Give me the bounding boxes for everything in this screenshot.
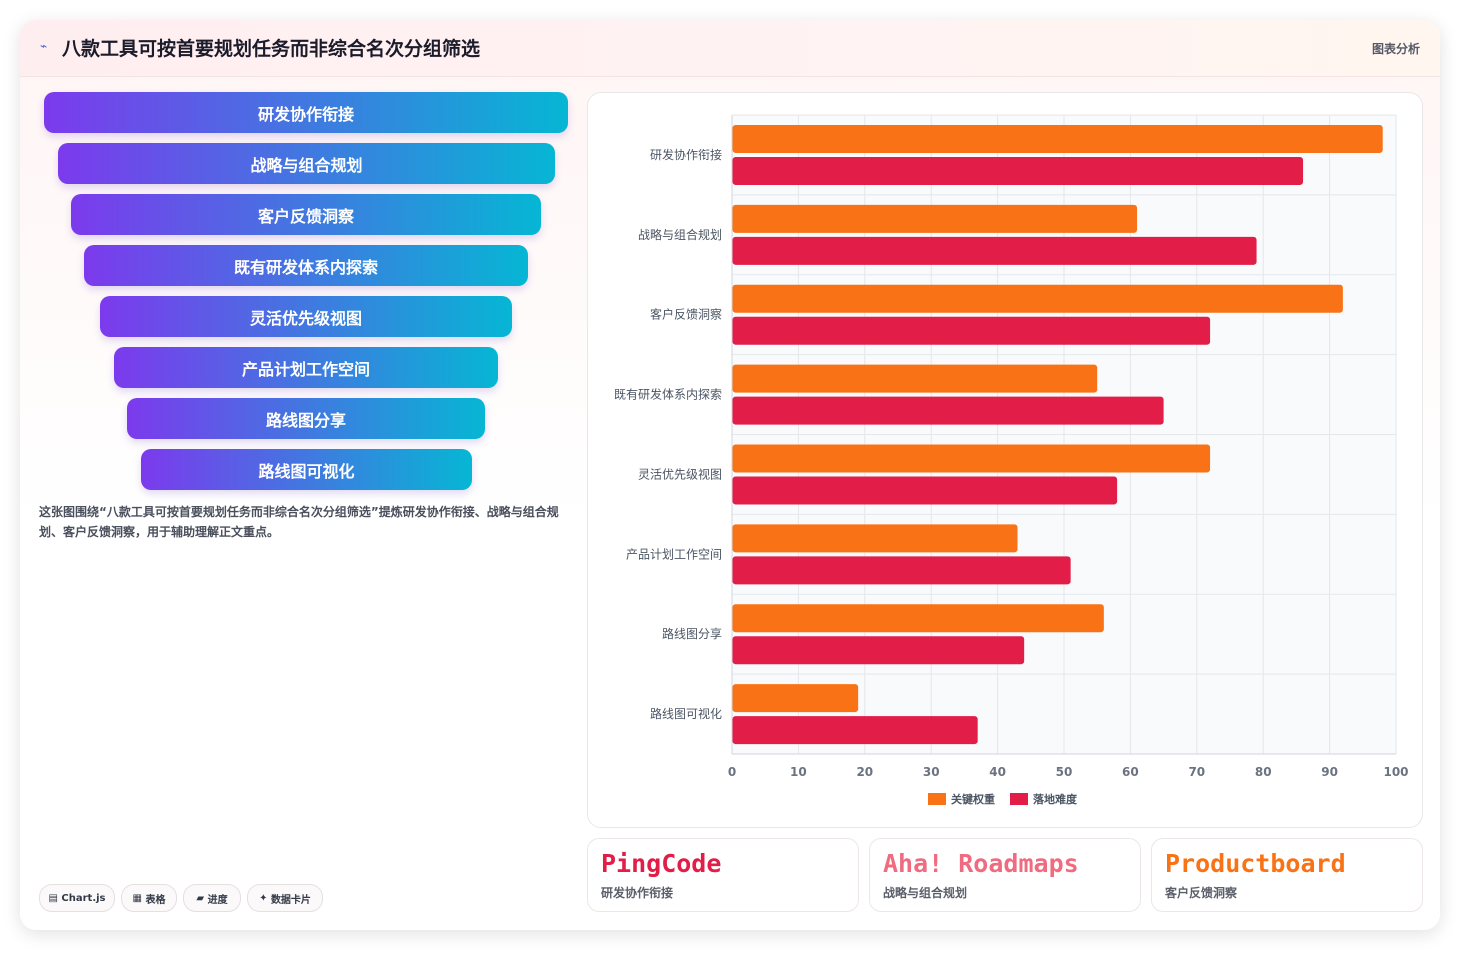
chart-icon: ▤	[48, 892, 62, 904]
bar	[732, 316, 1211, 345]
bar	[732, 524, 1018, 553]
funnel-item: 灵活优先级视图	[100, 296, 512, 337]
x-tick-label: 70	[1188, 765, 1205, 779]
sparkline-icon: ⌁	[40, 39, 48, 53]
bar	[732, 236, 1257, 265]
funnel-item: 既有研发体系内探索	[84, 245, 528, 286]
bar	[732, 684, 859, 713]
summary-text: 这张图围绕“八款工具可按首要规划任务而非综合名次分组筛选”提炼研发协作衔接、战略…	[39, 505, 559, 539]
brand-sub: 客户反馈洞察	[1165, 886, 1238, 900]
funnel-item: 产品计划工作空间	[114, 347, 498, 388]
brand-name: Aha! Roadmaps	[883, 849, 1079, 878]
brand-sub: 研发协作衔接	[601, 886, 674, 900]
chart-panel: 0 10 20 30 40 50 60 70 80 90 100 研发协作衔接战略与组合规划客户反馈洞…	[587, 92, 1423, 828]
bar-chart: 0 10 20 30 40 50 60 70 80 90 100 研发协作衔接战略与组合规划客户反馈洞…	[614, 114, 1409, 806]
bar	[732, 444, 1211, 473]
y-tick-label: 灵活优先级视图	[638, 466, 722, 481]
bar	[732, 476, 1118, 505]
funnel-item: 战略与组合规划	[58, 143, 555, 184]
brand-card-productboard[interactable]: Productboard 客户反馈洞察	[1151, 838, 1423, 912]
funnel-item: 客户反馈洞察	[71, 194, 541, 235]
legend-label: 关键权重	[951, 792, 995, 806]
legend-label: 落地难度	[1033, 792, 1078, 806]
y-tick-label: 研发协作衔接	[650, 147, 722, 162]
x-tick-label: 20	[856, 765, 873, 779]
y-tick-label: 路线图可视化	[650, 706, 722, 721]
x-tick-label: 90	[1321, 765, 1338, 779]
x-tick-label: 10	[790, 765, 807, 779]
brand-sub: 战略与组合规划	[883, 886, 968, 900]
x-tick-label: 40	[989, 765, 1006, 779]
bar	[732, 124, 1383, 153]
bar	[732, 556, 1071, 585]
x-tick-label: 80	[1255, 765, 1272, 779]
page-title: 八款工具可按首要规划任务而非综合名次分组筛选	[62, 38, 481, 60]
brand-name: PingCode	[601, 849, 722, 878]
tag-data-card[interactable]: ✦ 数据卡片	[247, 884, 323, 912]
y-tick-label: 战略与组合规划	[638, 227, 722, 242]
progress-icon: ▰	[196, 892, 208, 904]
tag-label: 表格	[145, 894, 166, 906]
brand-card-aha[interactable]: Aha! Roadmaps 战略与组合规划	[869, 838, 1141, 912]
tag-label: Chart.js	[61, 892, 106, 904]
y-tick-label: 既有研发体系内探索	[614, 387, 722, 402]
y-tick-label: 客户反馈洞察	[650, 307, 722, 322]
x-tick-label: 100	[1383, 765, 1408, 779]
brand-card-pingcode[interactable]: PingCode 研发协作衔接	[587, 838, 859, 912]
legend-swatch	[928, 793, 946, 805]
y-tick-label: 路线图分享	[662, 626, 722, 641]
bar	[732, 364, 1098, 393]
x-tick-label: 0	[728, 765, 736, 779]
table-icon: ▦	[132, 892, 146, 904]
tag-label: 进度	[207, 894, 228, 906]
legend-swatch	[1010, 793, 1028, 805]
bar	[732, 636, 1025, 665]
tag-label: 数据卡片	[270, 894, 311, 906]
tag-chartjs[interactable]: ▤ Chart.js	[39, 884, 115, 912]
main-card: ⌁ 八款工具可按首要规划任务而非综合名次分组筛选 图表分析 研发协作衔接 战略与…	[20, 20, 1440, 930]
bar	[732, 604, 1104, 633]
bar	[732, 284, 1343, 313]
tag-table[interactable]: ▦ 表格	[121, 884, 177, 912]
tag-progress[interactable]: ▰ 进度	[183, 884, 241, 912]
bar	[732, 204, 1138, 233]
brand-name: Productboard	[1165, 849, 1346, 878]
funnel-item: 路线图分享	[127, 398, 485, 439]
funnel-item: 研发协作衔接	[44, 92, 568, 133]
bar	[732, 716, 978, 745]
x-tick-label: 60	[1122, 765, 1139, 779]
x-tick-label: 30	[923, 765, 940, 779]
y-tick-label: 产品计划工作空间	[626, 547, 722, 561]
header: ⌁ 八款工具可按首要规划任务而非综合名次分组筛选 图表分析	[20, 20, 1440, 77]
x-tick-label: 50	[1056, 765, 1073, 779]
funnel-item: 路线图可视化	[141, 449, 472, 490]
bar	[732, 396, 1164, 425]
bar	[732, 156, 1304, 185]
sparkle-icon: ✦	[259, 892, 271, 904]
chart-analysis-label: 图表分析	[1371, 42, 1420, 56]
